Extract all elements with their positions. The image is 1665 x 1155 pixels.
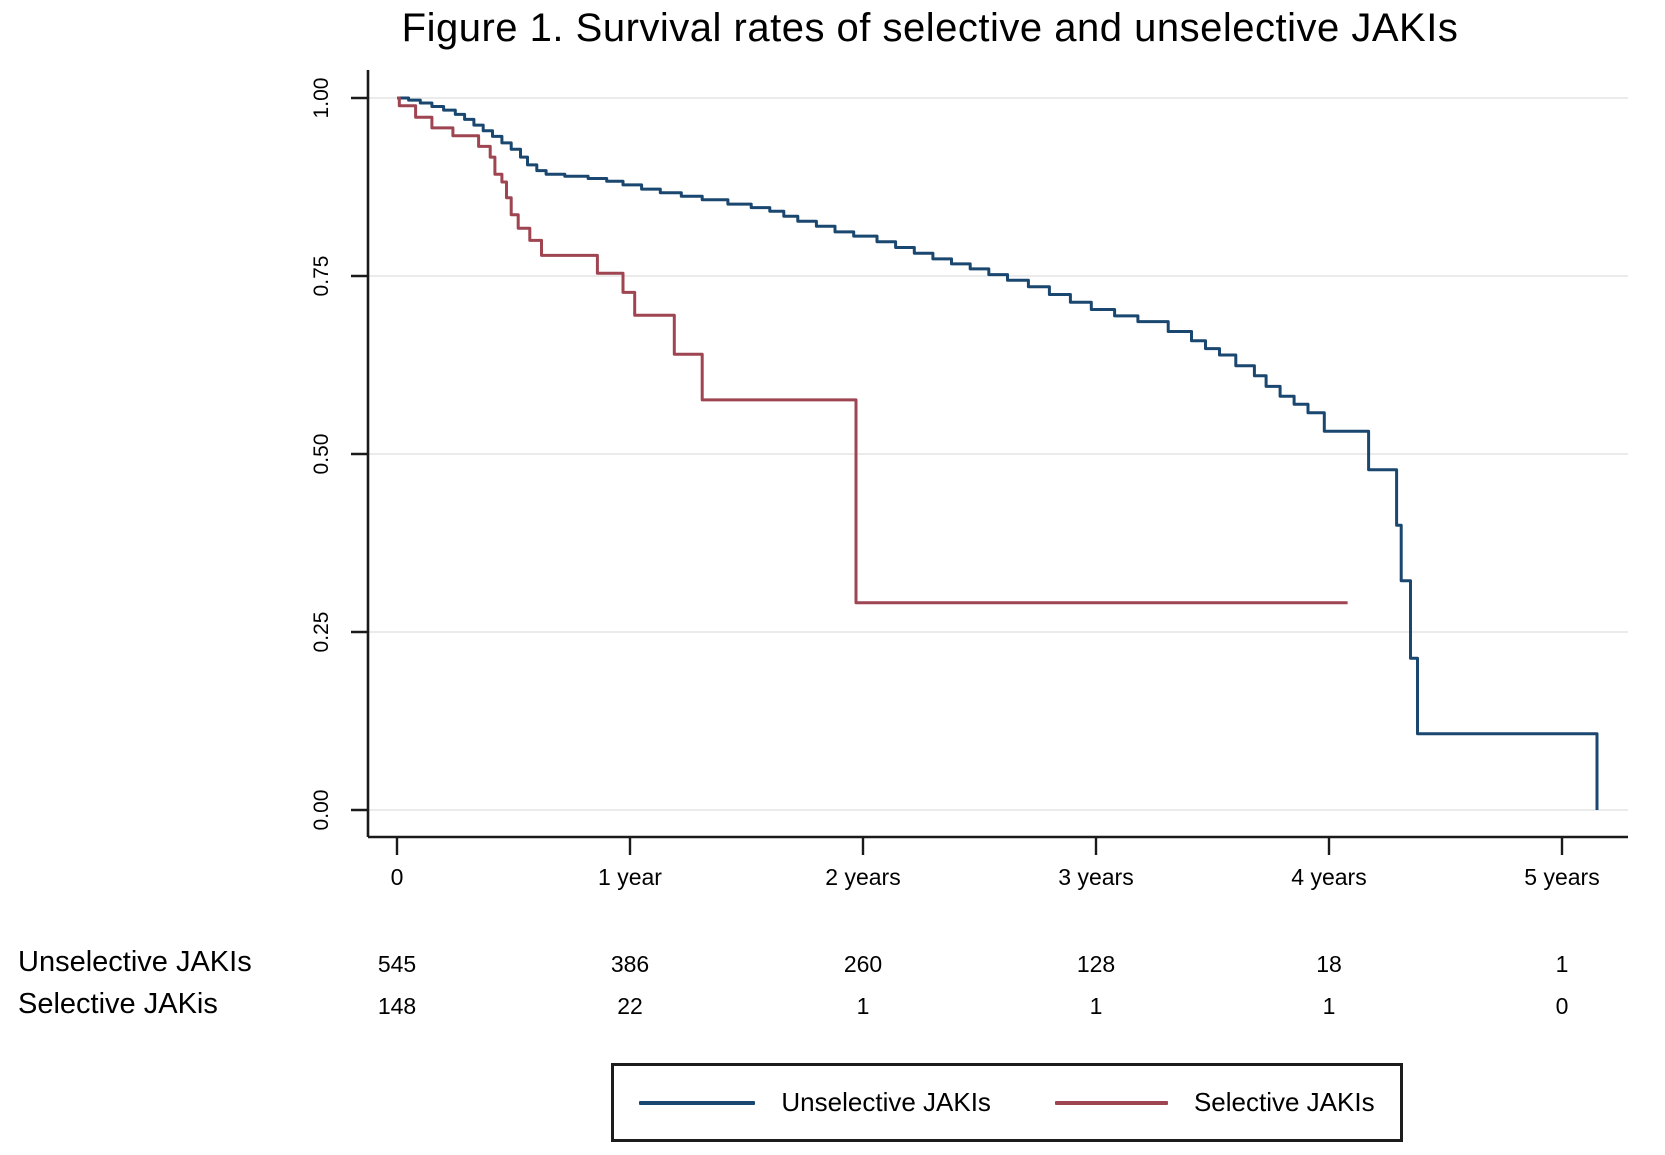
risk-count: 386 xyxy=(610,951,650,977)
risk-count: 1 xyxy=(1322,993,1336,1019)
risk-count: 1 xyxy=(1089,993,1103,1019)
selective-jakis-curve xyxy=(397,96,1348,605)
unselective-legend-line-icon xyxy=(639,1100,756,1105)
x-tick-label-1y: 1 year xyxy=(598,864,662,890)
legend: Unselective JAKIs Selective JAKIs xyxy=(611,1063,1403,1142)
risk-row-label-selective: Selective JAKis xyxy=(18,988,218,1020)
risk-count: 1 xyxy=(856,993,870,1019)
x-tick-label-0: 0 xyxy=(390,864,404,890)
x-tick-label-3y: 3 years xyxy=(1058,864,1134,890)
y-tick-label-075: 0.75 xyxy=(310,255,333,297)
y-tick-label-050: 0.50 xyxy=(310,433,333,475)
selective-legend-line-icon xyxy=(1054,1100,1168,1105)
y-tick-label-100: 1.00 xyxy=(310,77,333,119)
survival-plot xyxy=(351,70,1628,855)
risk-count: 128 xyxy=(1076,951,1116,977)
x-tick-label-5y: 5 years xyxy=(1524,864,1600,890)
risk-count: 0 xyxy=(1555,993,1569,1019)
risk-row-label-unselective: Unselective JAKIs xyxy=(18,946,252,978)
x-tick-label-4y: 4 years xyxy=(1291,864,1367,890)
chart-title: Figure 1. Survival rates of selective an… xyxy=(401,6,1459,50)
risk-count: 18 xyxy=(1316,951,1342,977)
risk-count: 148 xyxy=(377,993,417,1019)
risk-count: 1 xyxy=(1555,951,1569,977)
x-tick-label-2y: 2 years xyxy=(825,864,901,890)
legend-label-selective: Selective JAKIs xyxy=(1193,1087,1375,1117)
risk-count: 545 xyxy=(377,951,417,977)
y-tick-label-025: 0.25 xyxy=(310,611,333,653)
risk-count: 22 xyxy=(617,993,643,1019)
legend-label-unselective: Unselective JAKIs xyxy=(781,1087,991,1117)
unselective-jakis-curve xyxy=(397,96,1599,810)
y-tick-label-000: 0.00 xyxy=(310,789,333,831)
risk-count: 260 xyxy=(843,951,883,977)
